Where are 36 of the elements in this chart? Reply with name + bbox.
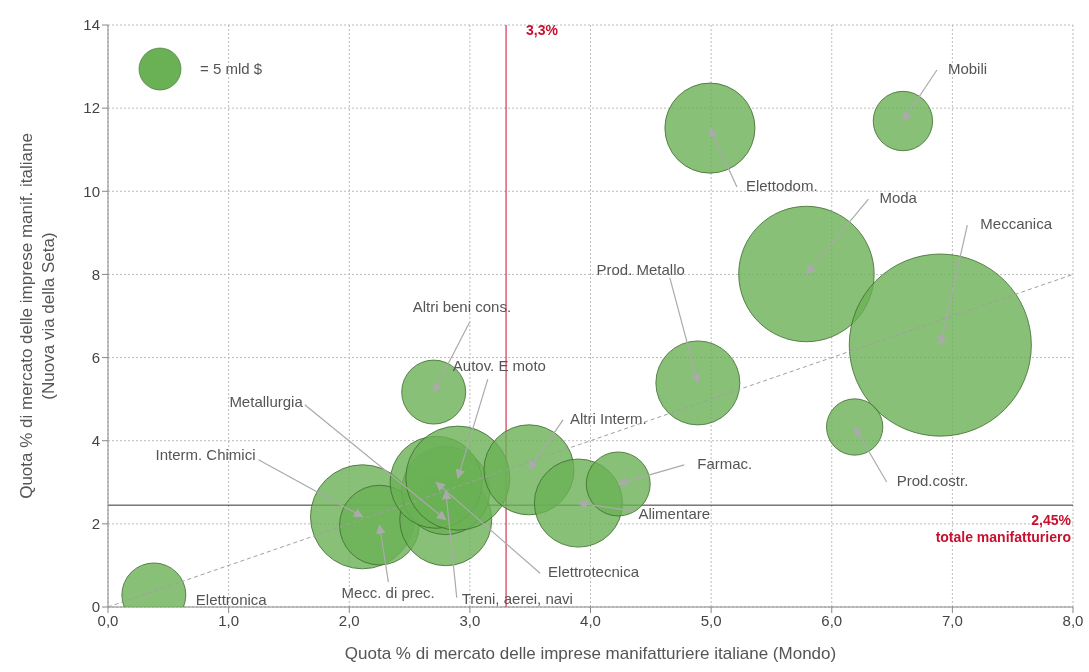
- annotation: Elettrotecnica: [548, 563, 640, 581]
- y-axis-title: Quota % di mercato delle imprese manif. italiane (Nuova via della Seta): [17, 133, 58, 499]
- annotation: Elettodom.: [745, 177, 818, 195]
- x-tick-label: 1,0: [218, 611, 240, 629]
- ref-line-label: 2,45% totale manifatturiero: [935, 512, 1072, 546]
- y-tick-label: 10: [83, 182, 100, 200]
- x-tick-label: 5,0: [700, 611, 722, 629]
- annotation: Meccanica: [980, 215, 1053, 233]
- annotation: Mobili: [947, 60, 988, 77]
- annotation: Moda: [879, 188, 918, 206]
- annotation: Prod. Metallo: [596, 260, 685, 278]
- y-tick-label: 2: [91, 515, 100, 533]
- annotation: Elettronica: [195, 590, 268, 608]
- x-tick-label: 4,0: [580, 611, 601, 629]
- y-tick-label: 6: [91, 348, 100, 366]
- ref-line-label: 3,3%: [526, 22, 559, 38]
- y-tick-label: 8: [91, 265, 100, 283]
- x-axis-title: Quota % di mercato delle imprese manifatturiere italiane (Mondo): [344, 644, 837, 663]
- annotation: Interm. Chimici: [155, 445, 256, 463]
- annotation: Alimentare: [638, 505, 711, 523]
- annotation: Metallurgia: [229, 392, 304, 410]
- annotation: Altri Interm.: [569, 409, 647, 427]
- x-tick-label: 2,0: [338, 611, 360, 629]
- y-tick-label: 4: [91, 432, 100, 450]
- x-tick-label: 7,0: [941, 611, 963, 629]
- x-tick-label: 8,0: [1062, 611, 1084, 629]
- x-tick-label: 0,0: [97, 611, 119, 629]
- annotation: Mecc. di prec.: [341, 584, 435, 602]
- x-tick-label: 6,0: [821, 611, 843, 629]
- annotation: Farmac.: [697, 454, 753, 472]
- annotation: Prod.costr.: [896, 471, 969, 489]
- y-tick-label: 0: [91, 598, 100, 616]
- y-tick-label: 12: [83, 99, 100, 117]
- x-tick-label: 3,0: [459, 611, 481, 629]
- y-tick-label: 14: [83, 16, 100, 34]
- legend-label: = 5 mld $: [200, 59, 263, 77]
